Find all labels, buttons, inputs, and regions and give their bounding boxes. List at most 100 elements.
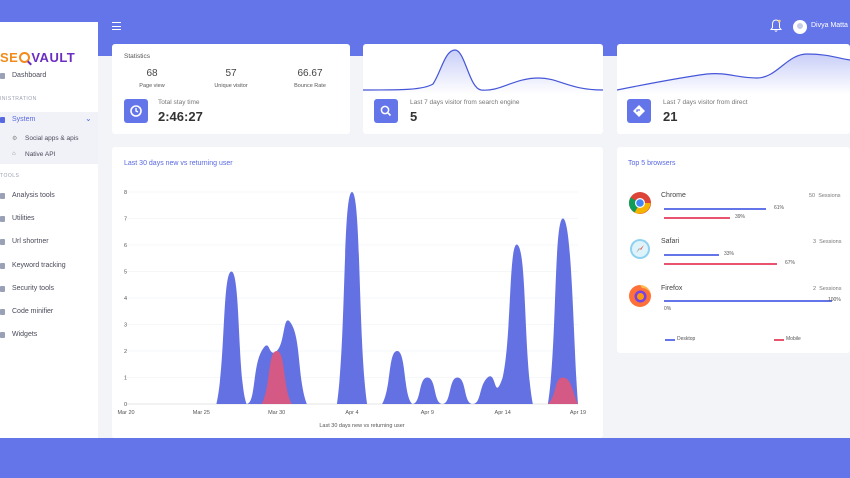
shield-icon	[0, 286, 5, 292]
y-tick-label: 4	[124, 296, 127, 302]
sidebar-item-code-minifier[interactable]: Code minifier	[0, 308, 53, 315]
search-mini-line	[363, 49, 603, 91]
firefox-desktop-bar	[664, 300, 832, 302]
utilities-icon	[0, 216, 5, 222]
bottom-band	[0, 438, 850, 478]
system-icon	[0, 117, 5, 123]
safari-desktop-bar	[664, 254, 720, 256]
total-stay-label: Total stay time	[158, 99, 200, 106]
legend-desktop-swatch	[665, 339, 675, 341]
widgets-icon	[0, 332, 5, 338]
chevron-down-icon[interactable]: ⌄	[85, 114, 92, 123]
section-tools: TOOLS	[0, 173, 20, 179]
x-tick-label: Mar 30	[268, 410, 285, 416]
y-tick-label: 0	[124, 402, 127, 408]
sidebar-item-keyword-tracking[interactable]: Keyword tracking	[0, 262, 66, 269]
browsers-title: Top 5 browsers	[628, 160, 676, 167]
browser-sessions-safari: 3 Sessions	[813, 239, 842, 245]
main-area-chart: 0 1 2 3 4 5 6 7 8 Mar 20 Mar 25 Mar 30 Apr 4 Apr 9 Apr…	[117, 190, 586, 416]
browser-name-chrome: Chrome	[661, 192, 686, 199]
chrome-mobile-bar	[664, 217, 730, 219]
unique-visitor-label: Unique visitor	[214, 83, 248, 89]
search-engine-label: Last 7 days visitor from search engine	[410, 99, 520, 106]
browsers-card: Top 5 browsers Chrome 50 Sessions 61% 39…	[617, 147, 850, 353]
section-administration: INISTRATION	[0, 96, 37, 102]
sidebar-item-analysis-tools[interactable]: Analysis tools	[0, 192, 55, 199]
y-tick-label: 8	[124, 190, 127, 196]
sidebar-item-security-tools[interactable]: Security tools	[0, 285, 54, 292]
firefox-mobile-pct: 0%	[664, 306, 672, 312]
unique-visitor-value: 57	[225, 68, 237, 79]
home-icon: ⌂	[12, 151, 16, 157]
x-tick-label: Apr 14	[495, 410, 511, 416]
y-tick-label: 7	[124, 217, 127, 223]
safari-mobile-pct: 67%	[785, 260, 796, 266]
sidebar: SE VAULT Dashboard INISTRATION System ⌄ ⚙…	[0, 22, 98, 438]
x-tick-label: Mar 20	[117, 410, 134, 416]
page-view-label: Page view	[139, 83, 165, 89]
code-icon	[0, 309, 5, 315]
y-tick-label: 3	[124, 323, 127, 329]
active-menu-bg	[0, 112, 98, 164]
direct-mini-area	[617, 54, 850, 94]
page-view-value: 68	[146, 68, 158, 79]
chrome-mobile-pct: 39%	[735, 214, 746, 220]
browser-sessions-firefox: 2 Sessions	[813, 286, 842, 292]
y-tick-label: 2	[124, 349, 127, 355]
safari-icon	[630, 239, 650, 259]
sidebar-item-system[interactable]: System	[0, 116, 35, 123]
y-tick-label: 5	[124, 270, 127, 276]
browser-name-safari: Safari	[661, 238, 680, 245]
chrome-icon	[629, 192, 651, 214]
safari-desktop-pct: 33%	[724, 251, 735, 257]
sidebar-subitem-social[interactable]: ⚙ Social apps & apis	[12, 135, 79, 142]
x-tick-label: Apr 19	[570, 410, 586, 416]
direct-label: Last 7 days visitor from direct	[663, 99, 748, 106]
direct-value: 21	[663, 109, 678, 124]
firefox-desktop-pct: 100%	[828, 297, 841, 303]
legend-mobile-label[interactable]: Mobile	[786, 336, 801, 342]
sidebar-item-widgets[interactable]: Widgets	[0, 331, 37, 338]
search-engine-card: Last 7 days visitor from search engine 5	[363, 44, 603, 134]
app-logo[interactable]: SE VAULT	[0, 50, 76, 65]
search-engine-value: 5	[410, 109, 418, 124]
legend-desktop-label[interactable]: Desktop	[677, 336, 696, 342]
link-icon	[0, 239, 5, 245]
search-icon	[374, 99, 398, 123]
notification-bell-icon[interactable]	[770, 19, 782, 33]
x-tick-label: Apr 9	[421, 410, 434, 416]
main-chart-card: Last 30 days new vs returning user 0 1 2 3 4…	[112, 147, 603, 438]
main-chart-caption: Last 30 days new vs returning user	[319, 423, 405, 429]
search-mini-chart	[363, 49, 603, 94]
direct-card: Last 7 days visitor from direct 21	[617, 44, 850, 134]
sidebar-subitem-native-api[interactable]: ⌂ Native API	[12, 151, 56, 158]
menu-toggle-icon[interactable]	[112, 22, 121, 30]
direction-icon	[627, 99, 651, 123]
statistics-title: Statistics	[124, 53, 151, 60]
user-name[interactable]: Divya Matta	[811, 22, 848, 29]
statistics-card: Statistics 68 Page view 57 Unique visito…	[112, 44, 350, 134]
sidebar-item-url-shortner[interactable]: Url shortner	[0, 238, 49, 245]
analysis-icon	[0, 193, 5, 199]
search-mini-area	[363, 50, 603, 94]
main-chart-title: Last 30 days new vs returning user	[124, 160, 233, 167]
dashboard-icon	[0, 73, 5, 79]
clock-icon	[124, 99, 148, 123]
chrome-desktop-bar	[664, 208, 767, 210]
legend-mobile-swatch	[774, 339, 784, 341]
magnifier-icon	[19, 52, 31, 63]
keyword-icon	[0, 263, 5, 269]
link-icon: ⚙	[12, 136, 18, 142]
safari-mobile-bar	[664, 263, 777, 265]
chrome-desktop-pct: 61%	[774, 205, 785, 211]
firefox-icon	[629, 285, 651, 307]
user-avatar[interactable]	[793, 20, 807, 34]
sidebar-item-utilities[interactable]: Utilities	[0, 215, 35, 222]
y-tick-label: 1	[124, 376, 127, 382]
series-area-1	[126, 192, 578, 404]
bounce-rate-label: Bounce Rate	[294, 83, 326, 89]
sidebar-item-dashboard[interactable]: Dashboard	[0, 72, 46, 79]
direct-mini-line	[617, 53, 850, 91]
bounce-rate-value: 66.67	[297, 68, 323, 79]
x-tick-label: Mar 25	[193, 410, 210, 416]
